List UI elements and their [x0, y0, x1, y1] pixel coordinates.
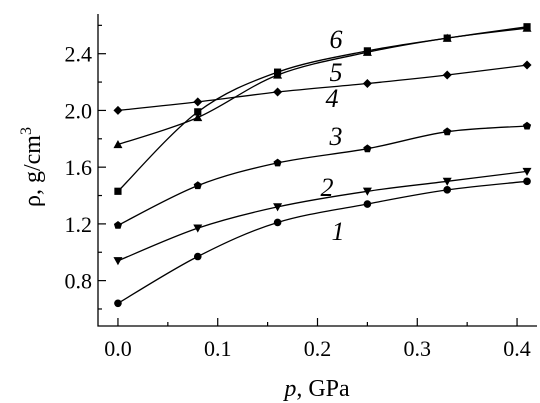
- data-point: [443, 127, 452, 136]
- series-line: [117, 64, 528, 112]
- series-layer: [113, 23, 532, 308]
- curve-label-2: 2: [321, 173, 334, 202]
- data-point: [363, 47, 371, 55]
- data-point: [113, 221, 122, 229]
- data-point: [193, 252, 202, 261]
- curve-label-5: 5: [330, 58, 343, 87]
- curve-label-4: 4: [326, 84, 339, 113]
- data-point: [273, 87, 283, 97]
- data-point: [362, 78, 372, 88]
- series-line: [117, 170, 528, 262]
- data-point: [522, 60, 532, 70]
- data-point: [113, 105, 123, 115]
- x-tick-label: 0.4: [503, 336, 531, 361]
- x-axis-label-unit: , GPa: [296, 376, 350, 402]
- data-point: [523, 23, 531, 31]
- data-point: [442, 177, 452, 186]
- y-tick-label: 1.6: [65, 155, 93, 180]
- data-point: [443, 34, 451, 42]
- curve-label-3: 3: [329, 122, 343, 151]
- x-axis-label-var: p: [282, 376, 296, 402]
- x-tick-label: 0.0: [104, 336, 132, 361]
- curve-label-1: 1: [332, 217, 345, 246]
- x-axis-label: p, GPa: [282, 376, 350, 402]
- data-point: [522, 121, 532, 130]
- data-point: [362, 187, 372, 196]
- x-tick-label: 0.2: [304, 336, 332, 361]
- y-tick-label: 0.8: [65, 269, 93, 294]
- series-6: [114, 23, 531, 195]
- data-point: [443, 186, 452, 194]
- data-point: [273, 158, 282, 167]
- data-point: [522, 167, 532, 176]
- y-tick-label: 2.0: [65, 98, 93, 123]
- data-point: [273, 203, 283, 212]
- data-point: [114, 299, 122, 308]
- data-point: [193, 97, 203, 107]
- data-point: [442, 70, 452, 80]
- data-point: [193, 113, 203, 122]
- data-point: [273, 68, 282, 76]
- data-point: [363, 144, 372, 153]
- labels-layer: 1 2 3 45 6: [321, 25, 345, 246]
- data-point: [523, 177, 531, 186]
- axis-frame: [97, 14, 537, 327]
- data-point: [273, 218, 282, 227]
- y-tick-label: 1.2: [65, 212, 93, 237]
- data-point: [193, 224, 203, 233]
- series-2: [113, 167, 532, 266]
- x-tick-label: 0.1: [204, 336, 232, 361]
- data-point: [113, 139, 123, 149]
- series-3: [113, 121, 532, 229]
- y-axis-label-sup: 3: [18, 127, 35, 135]
- axes: 0.0 0.1 0.2 0.3 0.4 0.8 1.2 1.6 2.0 2.4: [65, 14, 537, 361]
- data-point: [193, 181, 202, 190]
- series-1: [114, 177, 531, 308]
- y-tick-label: 2.4: [65, 42, 93, 67]
- y-axis-label-main: ρ, g/cm: [20, 135, 46, 207]
- data-point: [194, 108, 202, 116]
- series-4: [113, 60, 532, 115]
- data-point: [113, 257, 123, 266]
- series-line: [117, 26, 528, 192]
- curve-label-6: 6: [330, 25, 343, 54]
- x-tick-label: 0.3: [404, 336, 432, 361]
- data-point: [114, 187, 122, 195]
- data-point: [363, 200, 372, 208]
- y-axis-label: ρ, g/cm3: [18, 127, 46, 207]
